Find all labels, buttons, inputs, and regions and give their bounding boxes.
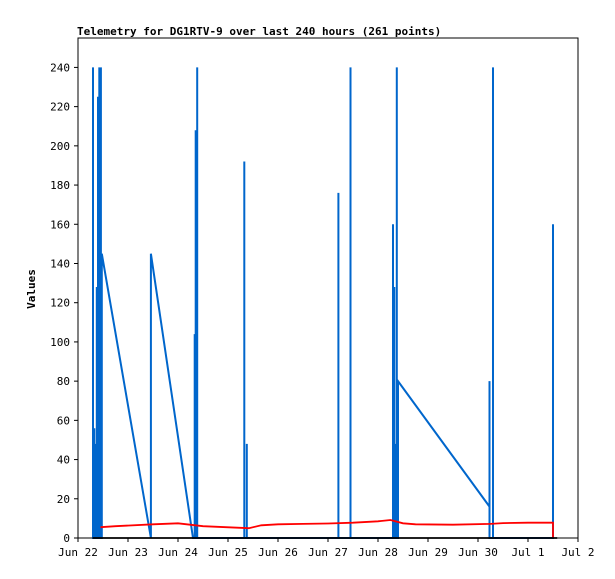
x-tick-label: Jun 27 <box>308 546 348 559</box>
y-axis-label: Values <box>25 269 38 309</box>
x-tick-label: Jul 1 <box>511 546 544 559</box>
x-tick-label: Jun 24 <box>158 546 198 559</box>
x-tick-label: Jun 26 <box>258 546 298 559</box>
y-tick-label: 220 <box>50 101 70 114</box>
y-axis: 0 20 40 60 80 100 120 140 160 180 200 220 240 <box>50 61 78 545</box>
x-tick-label: Jun 23 <box>108 546 148 559</box>
x-tick-label: Jun 30 <box>458 546 498 559</box>
series-line-1 <box>92 67 554 539</box>
x-tick-label: Jun 22 <box>58 546 98 559</box>
y-tick-label: 60 <box>57 414 70 427</box>
x-tick-label: Jun 25 <box>208 546 248 559</box>
series-line-2 <box>100 519 554 538</box>
x-tick-label: Jun 28 <box>358 546 398 559</box>
y-tick-label: 0 <box>63 532 70 545</box>
y-tick-label: 240 <box>50 61 70 74</box>
plot-frame <box>77 37 579 539</box>
y-tick-label: 40 <box>57 454 70 467</box>
x-tick-label: Jul 2 <box>561 546 594 559</box>
y-tick-label: 180 <box>50 179 70 192</box>
y-tick-label: 200 <box>50 140 70 153</box>
y-tick-label: 120 <box>50 297 70 310</box>
y-tick-label: 20 <box>57 493 70 506</box>
y-tick-label: 80 <box>57 375 70 388</box>
x-axis: Jun 22 Jun 23 Jun 24 Jun 25 Jun 26 Jun 27 Jun … <box>58 538 595 559</box>
y-tick-label: 140 <box>50 257 70 270</box>
y-tick-label: 100 <box>50 336 70 349</box>
plot-content <box>92 67 558 539</box>
x-tick-label: Jun 29 <box>408 546 448 559</box>
y-tick-label: 160 <box>50 218 70 231</box>
chart-title: Telemetry for DG1RTV-9 over last 240 hou… <box>77 25 441 38</box>
